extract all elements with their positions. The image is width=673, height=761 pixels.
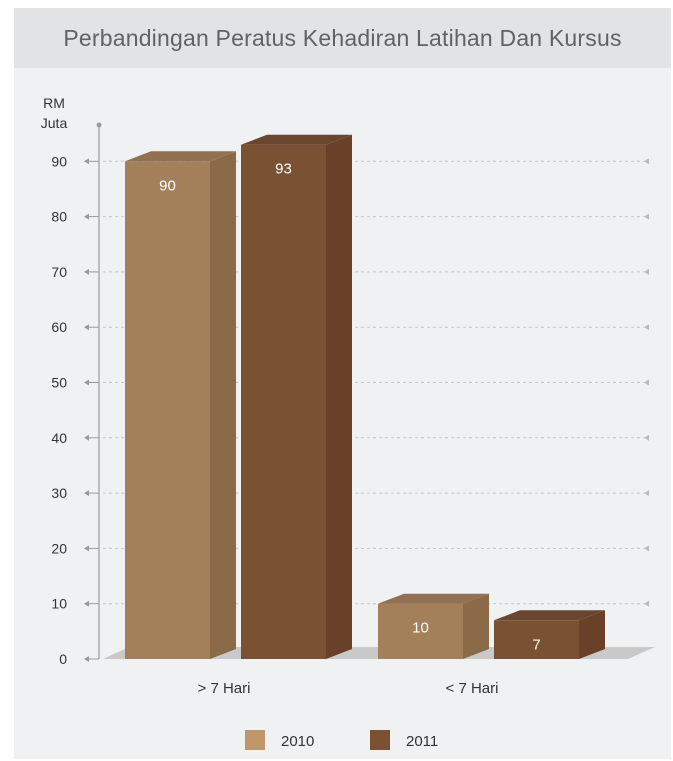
bar-top [378,593,489,604]
bar-front [378,603,463,659]
y-axis-end-dot [96,122,102,128]
y-tick-marker-80 [84,213,89,220]
gridline-marker-90 [644,158,649,165]
y-tick-marker-10 [84,600,89,607]
bar-side [463,593,489,659]
y-tick-marker-70 [84,268,89,275]
chart-title: Perbandingan Peratus Kehadiran Latihan D… [63,25,622,51]
y-tick-marker-60 [84,324,89,331]
gridline-marker-60 [644,324,649,331]
bar-front [125,161,210,660]
y-axis: 0 10 20 30 40 50 60 70 80 90 RM Juta > 7 Hari < 7 Har… [41,95,499,697]
y-tick-label-30: 30 [51,485,67,501]
y-axis-label-line-1: RM [43,95,65,111]
legend: 2010 2011 [245,730,438,750]
y-tick-label-40: 40 [51,430,67,446]
y-tick-label-20: 20 [51,540,67,556]
x-category-label-1: < 7 Hari [446,680,499,697]
y-tick-marker-40 [84,434,89,441]
gridline-marker-20 [644,545,649,552]
bar-side [210,151,236,660]
bar-value-label: 10 [412,620,429,637]
bar-2011-0: 93 [241,134,352,659]
bar-top [494,610,605,621]
gridline-marker-80 [644,213,649,220]
y-axis-label-line-2: Juta [41,115,68,131]
gridline-marker-50 [644,379,649,386]
bar-top [241,134,352,145]
title-bar [14,8,671,68]
bar-value-label: 7 [532,636,540,653]
bar-top [125,151,236,162]
gridline-marker-30 [644,490,649,497]
bar-2010-1: 10 [378,593,489,659]
bar-2011-1: 7 [494,610,605,659]
gridline-marker-40 [644,434,649,441]
bar-value-label: 90 [159,177,176,194]
y-tick-label-10: 10 [51,596,67,612]
x-category-label-0: > 7 Hari [198,680,251,697]
bar-2010-0: 90 [125,151,236,660]
legend-swatch-2011 [370,730,390,750]
y-tick-marker-90 [84,158,89,165]
gridline-marker-70 [644,268,649,275]
y-tick-marker-0 [84,656,89,662]
bar-side [326,134,352,659]
y-tick-label-70: 70 [51,264,67,280]
y-tick-marker-20 [84,545,89,552]
y-tick-label-80: 80 [51,209,67,225]
y-tick-label-90: 90 [51,153,67,169]
bar-front [241,144,326,659]
bar-front [494,620,579,659]
gridline-marker-10 [644,600,649,607]
legend-label-2010: 2010 [281,733,314,750]
legend-swatch-2010 [245,730,265,750]
bar-value-label: 93 [275,161,292,178]
y-tick-label-50: 50 [51,375,67,391]
y-tick-label-60: 60 [51,319,67,335]
y-tick-marker-30 [84,490,89,497]
bar-side [579,610,605,659]
y-tick-marker-50 [84,379,89,386]
y-tick-label-0: 0 [59,651,67,667]
legend-label-2011: 2011 [406,733,438,750]
bars-layer: 90 10 93 7 [125,134,605,660]
